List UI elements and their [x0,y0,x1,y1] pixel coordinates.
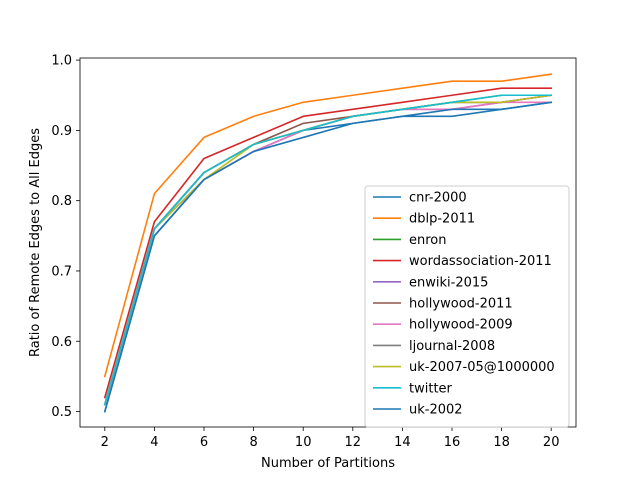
x-tick-label: 6 [200,435,208,450]
legend-entry: wordassociation-2011 [409,254,552,269]
x-axis-label: Number of Partitions [261,456,395,471]
x-tick-label: 14 [394,435,411,450]
series-line-10 [103,94,553,406]
x-tick-label: 12 [345,435,362,450]
series-line-11 [103,101,553,413]
y-tick-label: 1.0 [51,54,72,69]
legend-entry: ljournal-2008 [409,339,495,354]
x-tick-label: 8 [249,435,257,450]
plot-frame [79,57,577,428]
series-line-2 [103,73,553,378]
x-tick-label: 20 [543,435,560,450]
x-tick-label: 18 [493,435,510,450]
legend: cnr-2000 dblp-2011 enron wordassociation-20… [364,185,570,428]
legend-box [364,185,570,428]
legend-entry: hollywood-2011 [409,297,513,312]
x-tick-label: 16 [444,435,461,450]
legend-entry: hollywood-2009 [409,318,513,333]
y-tick-label: 0.9 [51,124,72,139]
legend-entry: enwiki-2015 [409,275,488,290]
x-axis: 2 4 6 8 10 12 14 16 18 20 [101,427,560,450]
y-tick-label: 0.5 [51,405,72,420]
x-tick-label: 10 [295,435,312,450]
series-line-4 [103,87,553,399]
y-tick-label: 0.7 [51,264,72,279]
x-tick-label: 2 [101,435,109,450]
y-axis: 0.5 0.6 0.7 0.8 0.9 1.0 [51,54,80,420]
legend-entry: uk-2007-05@1000000 [409,360,555,375]
legend-entry: dblp-2011 [409,212,475,227]
legend-entry: enron [409,233,447,248]
y-tick-label: 0.6 [51,335,72,350]
y-tick-label: 0.8 [51,194,72,209]
series-layer [103,73,553,413]
legend-entry: uk-2002 [409,403,463,418]
legend-entry: twitter [409,381,453,396]
legend-entry: cnr-2000 [409,191,467,206]
x-tick-label: 4 [150,435,158,450]
y-axis-label: Ratio of Remote Edges to All Edges [28,128,43,357]
